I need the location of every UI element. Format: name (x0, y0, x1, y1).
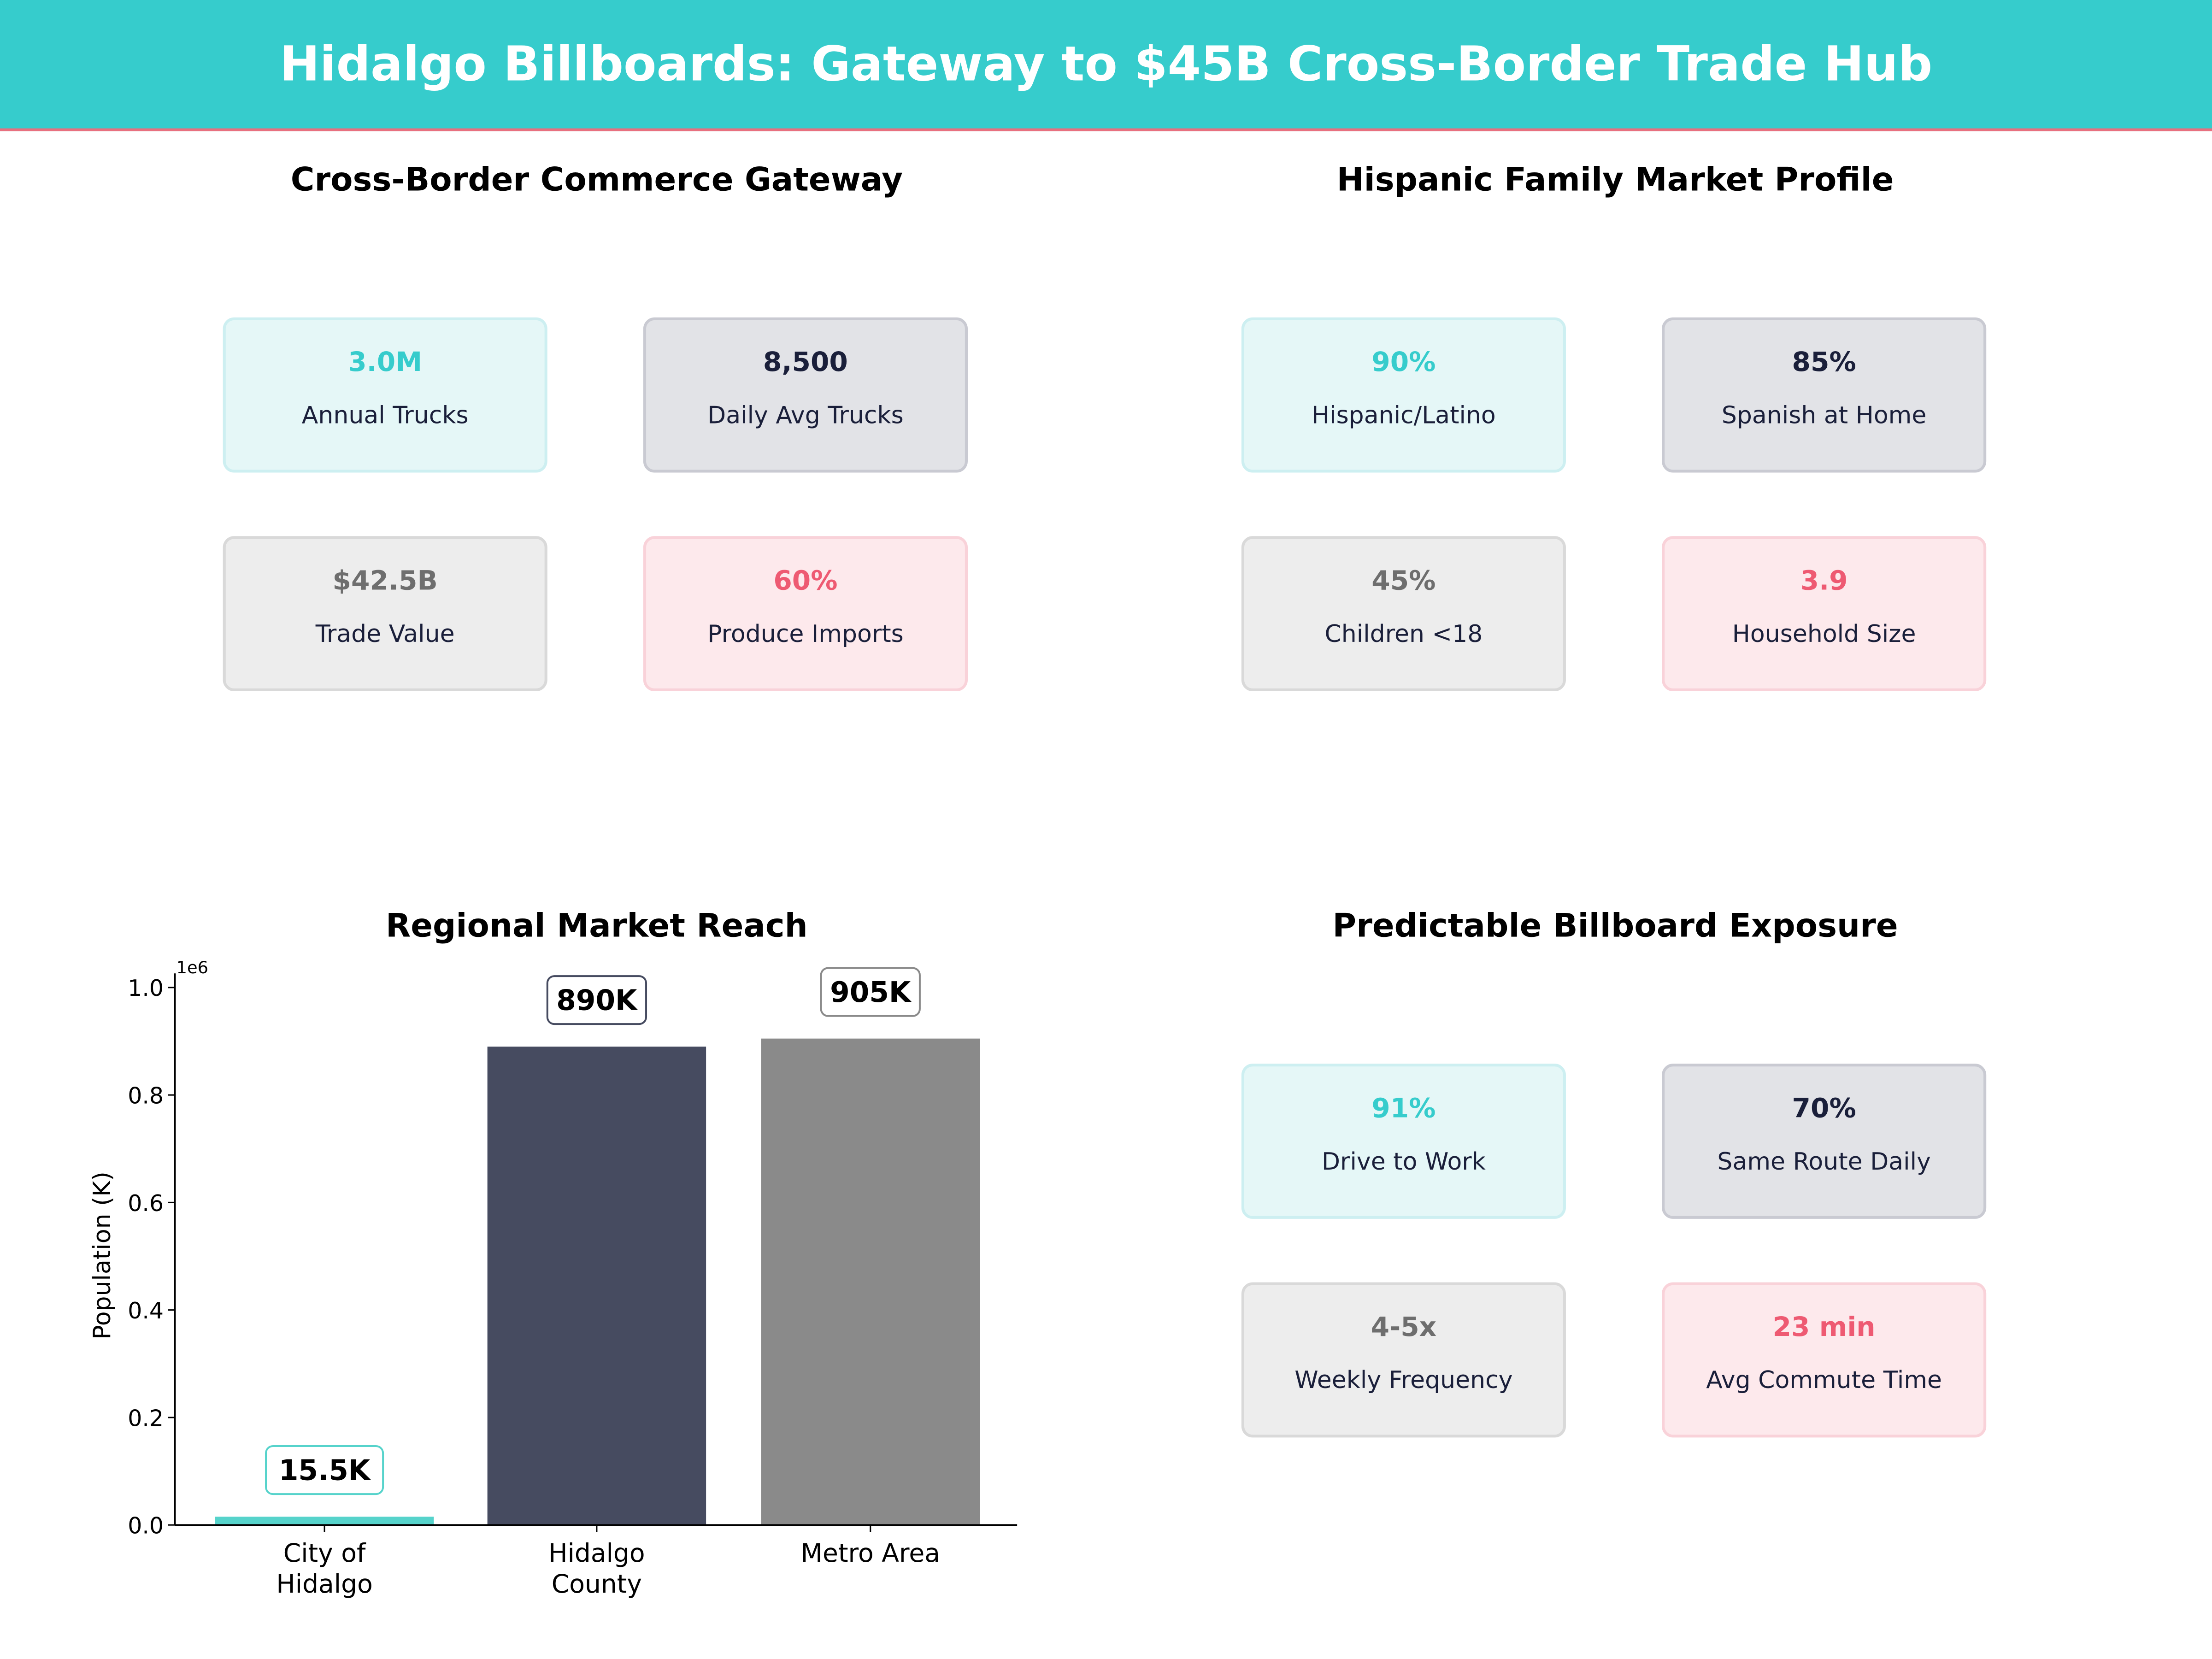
data-label-box (265, 1445, 384, 1495)
data-label-box (820, 967, 921, 1017)
stat-card-exposure: 4-5x Weekly Frequency (1241, 1282, 1566, 1438)
stat-card-commerce: 3.0M Annual Trucks (223, 317, 547, 473)
stat-card-commerce: 8,500 Daily Avg Trucks (643, 317, 968, 473)
y-tick-label: 0.6 (128, 1190, 164, 1217)
panel-title-exposure: Predictable Billboard Exposure (1332, 908, 1898, 946)
data-label-box (546, 975, 647, 1025)
y-tick-label: 0.8 (128, 1082, 164, 1109)
stat-label: Same Route Daily (1717, 1148, 1931, 1177)
stat-card-hispanic: 45% Children <18 (1241, 536, 1566, 691)
stat-card-hispanic: 85% Spanish at Home (1662, 317, 1987, 473)
panel-title-commerce: Cross-Border Commerce Gateway (290, 162, 903, 199)
stat-card-commerce: 60% Produce Imports (643, 536, 968, 691)
stat-value: 3.0M (348, 347, 423, 378)
stat-card-commerce: $42.5B Trade Value (223, 536, 547, 691)
stat-label: Trade Value (315, 620, 455, 649)
stat-label: Annual Trucks (301, 402, 469, 430)
data-label: 15.5K (279, 1454, 371, 1487)
x-tick-label: Metro Area (801, 1538, 940, 1568)
stat-value: 70% (1792, 1093, 1856, 1124)
header-banner: Hidalgo Billboards: Gateway to $45B Cros… (0, 0, 2212, 131)
chart-title: Regional Market Reach (386, 908, 808, 946)
stat-label: Produce Imports (707, 620, 904, 649)
bar (215, 1517, 434, 1525)
stat-label: Weekly Frequency (1294, 1367, 1513, 1395)
x-tick-label: City of Hidalgo (276, 1538, 372, 1599)
stat-value: 85% (1792, 347, 1856, 378)
stat-value: 60% (773, 565, 838, 597)
x-tick-label: Hidalgo County (548, 1538, 645, 1599)
stat-value: 23 min (1772, 1312, 1876, 1343)
axis-offset-label: 1e6 (176, 958, 208, 977)
stat-value: 90% (1371, 347, 1436, 378)
stat-label: Daily Avg Trucks (707, 402, 904, 430)
stat-label: Avg Commute Time (1706, 1367, 1942, 1395)
stat-value: 3.9 (1800, 565, 1848, 597)
stat-card-exposure: 23 min Avg Commute Time (1662, 1282, 1987, 1438)
stat-label: Hispanic/Latino (1311, 402, 1496, 430)
data-label: 905K (830, 976, 912, 1009)
stat-card-hispanic: 90% Hispanic/Latino (1241, 317, 1566, 473)
panel-title-hispanic: Hispanic Family Market Profile (1336, 162, 1894, 199)
page-title: Hidalgo Billboards: Gateway to $45B Cros… (279, 36, 1933, 93)
stat-value: 4-5x (1371, 1312, 1437, 1343)
y-tick-label: 0.0 (128, 1513, 164, 1539)
stat-card-exposure: 70% Same Route Daily (1662, 1064, 1987, 1219)
stat-value: 91% (1371, 1093, 1436, 1124)
stat-value: $42.5B (332, 565, 438, 597)
stat-label: Household Size (1732, 620, 1916, 649)
stat-label: Drive to Work (1321, 1148, 1486, 1177)
stat-label: Children <18 (1324, 620, 1483, 649)
data-label: 890K (556, 984, 638, 1017)
stat-card-hispanic: 3.9 Household Size (1662, 536, 1987, 691)
stat-value: 45% (1371, 565, 1436, 597)
y-tick-label: 0.4 (128, 1298, 164, 1324)
stat-value: 8,500 (763, 347, 848, 378)
y-axis-label: Population (K) (88, 1171, 116, 1340)
bar (761, 1038, 980, 1525)
stat-card-exposure: 91% Drive to Work (1241, 1064, 1566, 1219)
y-tick-label: 1.0 (128, 975, 164, 1001)
bar (487, 1047, 706, 1525)
y-tick-label: 0.2 (128, 1405, 164, 1431)
stat-label: Spanish at Home (1721, 402, 1927, 430)
